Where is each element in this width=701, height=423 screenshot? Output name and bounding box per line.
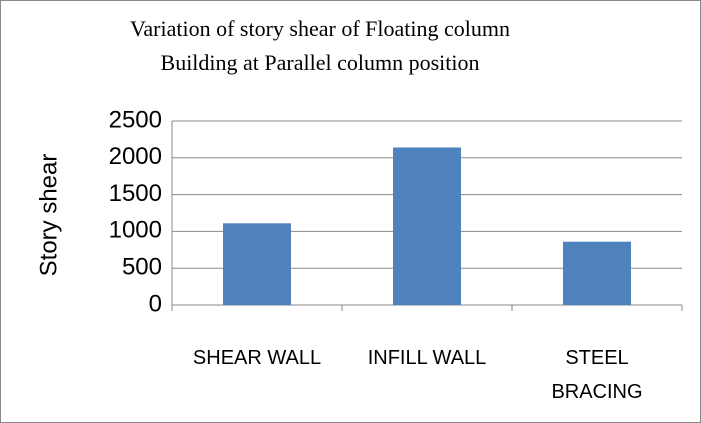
x-tick-label: INFILL WALL: [367, 347, 487, 369]
chart-title: Building at Parallel column position: [160, 50, 480, 75]
y-tick-label: 2000: [109, 143, 162, 170]
y-tick-label: 0: [149, 290, 162, 317]
y-axis-label: Story shear: [35, 154, 62, 277]
chart-title: Variation of story shear of Floating col…: [129, 16, 511, 41]
x-tick-label: SHEAR WALL: [192, 347, 322, 369]
y-tick-label: 2500: [109, 106, 162, 133]
bar: [563, 241, 631, 305]
x-tick-label: STEEL BRACING: [551, 347, 643, 403]
y-tick-label: 1000: [109, 217, 162, 244]
bar: [393, 147, 461, 305]
y-tick-label: 500: [122, 254, 162, 281]
bar: [223, 223, 291, 305]
y-tick-label: 1500: [109, 180, 162, 207]
